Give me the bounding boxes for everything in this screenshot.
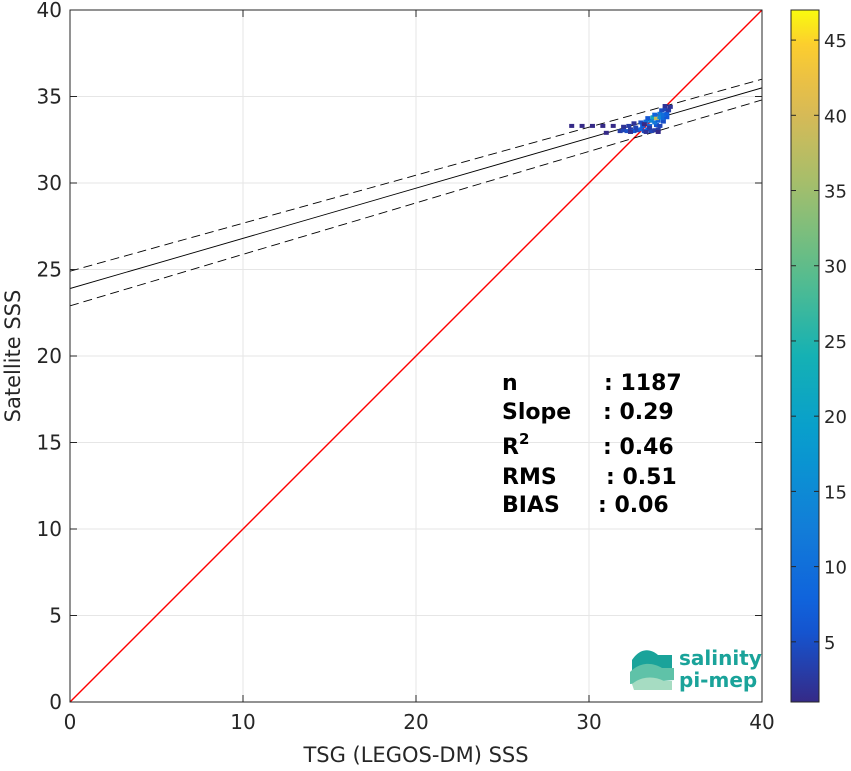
density-point xyxy=(648,129,654,134)
stat-label: R2 xyxy=(502,430,529,460)
density-point xyxy=(655,127,661,132)
density-point xyxy=(662,104,668,109)
logo-line1: salinity xyxy=(679,646,762,670)
x-tick-label: 0 xyxy=(64,710,77,734)
density-point xyxy=(641,122,647,127)
density-point xyxy=(569,123,575,128)
colorbar-tick-label: 5 xyxy=(824,633,835,654)
stat-value: : 0.46 xyxy=(603,435,674,460)
x-axis-title: TSG (LEGOS-DM) SSS xyxy=(302,743,528,767)
y-tick-label: 0 xyxy=(49,690,62,714)
density-point xyxy=(634,128,640,133)
colorbar-tick-label: 20 xyxy=(824,407,847,428)
density-point xyxy=(657,115,663,120)
y-tick-label: 15 xyxy=(37,431,62,455)
density-point xyxy=(664,111,670,116)
density-point xyxy=(664,115,670,120)
density-point xyxy=(638,120,644,125)
density-point xyxy=(659,108,665,113)
x-tick-label: 40 xyxy=(749,710,774,734)
density-point xyxy=(657,123,663,128)
y-tick-label: 35 xyxy=(37,85,62,109)
colorbar-tick-label: 10 xyxy=(824,558,847,579)
stat-label: Slope xyxy=(502,400,571,425)
density-point xyxy=(643,129,649,134)
colorbar-tick-label: 40 xyxy=(824,106,847,127)
y-tick-label: 40 xyxy=(37,0,62,22)
y-axis-title: Satellite SSS xyxy=(1,290,25,423)
x-tick-label: 20 xyxy=(403,710,428,734)
density-point xyxy=(657,111,663,116)
density-point xyxy=(628,127,634,132)
density-point xyxy=(579,123,585,128)
stats-box: n : 1187 Slope : 0.29 R2 : 0.46 RMS : 0.51 BIAS:… xyxy=(502,371,682,518)
y-tick-label: 25 xyxy=(37,258,62,282)
density-point xyxy=(647,125,653,130)
density-point xyxy=(600,123,606,128)
density-point xyxy=(617,129,623,134)
stat-value: : 0.06 xyxy=(598,493,669,518)
density-point xyxy=(603,130,609,135)
density-point xyxy=(624,129,630,134)
stat-label: RMS xyxy=(502,465,557,490)
density-point xyxy=(621,124,627,129)
y-tick-label: 20 xyxy=(37,344,62,368)
stat-value: : 0.51 xyxy=(606,465,677,490)
colorbar-tick-label: 15 xyxy=(824,482,847,503)
density-point xyxy=(660,112,666,117)
colorbar-tick-label: 35 xyxy=(824,182,847,203)
density-point xyxy=(660,116,666,121)
regression-upper-bound xyxy=(70,78,762,272)
logo-wave xyxy=(632,677,672,690)
colorbar-tick-label: 25 xyxy=(824,332,847,353)
logo-wave xyxy=(630,663,674,684)
stat-label: BIAS xyxy=(502,493,560,518)
axis-ticks: 0 10 20 30 40 0 5 10 15 20 25 30 35 40 xyxy=(37,0,775,734)
density-point xyxy=(645,116,651,121)
density-point xyxy=(589,123,595,128)
density-point xyxy=(655,129,661,134)
density-point xyxy=(652,120,658,125)
density-point xyxy=(660,119,666,124)
x-tick-label: 30 xyxy=(576,710,601,734)
colorbar: 5 10 15 20 25 30 35 40 45 xyxy=(790,9,847,703)
density-point xyxy=(643,119,649,124)
density-point xyxy=(628,129,634,134)
salinity-pi-mep-logo: salinity pi-mep xyxy=(630,646,762,692)
colorbar-tick-label: 30 xyxy=(824,257,847,278)
stat-value: : 1187 xyxy=(604,371,682,396)
density-point xyxy=(638,127,644,132)
density-point xyxy=(666,108,672,113)
logo-line2: pi-mep xyxy=(679,668,757,692)
density-point xyxy=(631,129,637,134)
density-point xyxy=(626,123,632,128)
density-point xyxy=(662,107,668,112)
colorbar-tick-label: 45 xyxy=(824,31,847,52)
y-tick-label: 10 xyxy=(37,517,62,541)
density-point xyxy=(621,128,627,133)
density-point xyxy=(648,118,654,123)
density-point xyxy=(650,115,656,120)
density-point xyxy=(631,121,637,126)
stat-label-sup: 2 xyxy=(519,430,529,448)
density-point xyxy=(655,118,661,123)
colorbar-bar xyxy=(790,9,820,703)
density-point xyxy=(653,116,659,121)
stat-label: n xyxy=(502,371,518,396)
y-tick-label: 30 xyxy=(37,171,62,195)
density-point xyxy=(633,125,639,130)
stat-value: : 0.29 xyxy=(603,400,674,425)
y-tick-label: 5 xyxy=(49,604,62,628)
x-tick-label: 10 xyxy=(230,710,255,734)
density-point xyxy=(667,104,673,109)
density-point xyxy=(610,123,616,128)
regression-lower-bound xyxy=(70,99,762,307)
density-point xyxy=(653,123,659,128)
grid xyxy=(70,10,762,702)
density-point xyxy=(652,112,658,117)
scatter-points xyxy=(569,104,673,135)
density-point xyxy=(652,128,658,133)
